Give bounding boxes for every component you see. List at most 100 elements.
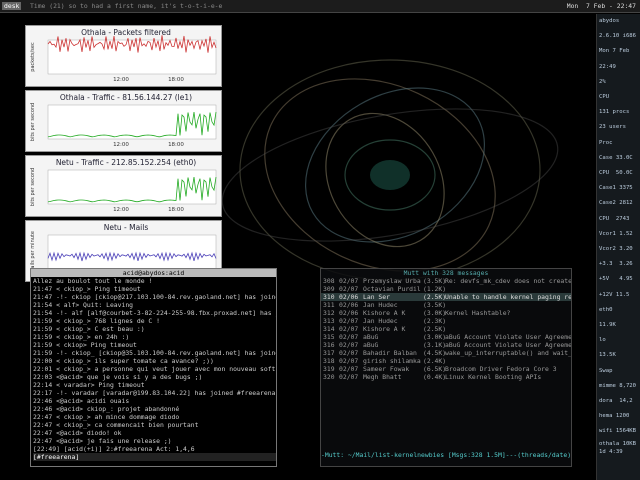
graph-trace [47, 112, 217, 138]
message-row[interactable]: 311 02/06 Jan Hudec (3.5K) [321, 301, 571, 309]
desk-button[interactable]: desk [2, 2, 22, 10]
irc-line: 22:46 <@acid> acidi ouais [33, 397, 130, 405]
plot-area [47, 169, 217, 205]
irc-line: 21:59 < ckiop_> C est beau :) [33, 325, 145, 333]
x-tick-label: 12:00 [113, 142, 129, 148]
message-row[interactable]: 315 02/07 aBuG (3.0K) aBuG Account Violate U… [321, 333, 571, 341]
x-tick-label: 12:00 [113, 207, 129, 213]
irc-line: 21:59 < ckiop_> en 24h :) [33, 333, 130, 341]
message-cell: (3.0K) [423, 333, 447, 341]
y-label: packets/sec [30, 42, 36, 72]
graph-trace [47, 35, 217, 53]
message-cell: 02/07 [339, 277, 359, 285]
clock: Mon 7 Feb - 22:47 [566, 2, 636, 10]
message-cell: (3.5K) [423, 301, 447, 309]
message-cell: 311 [323, 301, 335, 309]
message-cell: 309 [323, 285, 335, 293]
message-row[interactable]: 308 02/07 Przemyslaw Urba (3.5K) Re: devfs_m… [321, 277, 571, 285]
message-cell: Unable to handle kernel paging request. [445, 293, 571, 301]
irc-line: Allez au boulot tout le monde ! [33, 277, 153, 285]
message-cell: (0.4K) [423, 373, 447, 381]
message-cell: 314 [323, 325, 335, 333]
message-cell: 02/07 [339, 349, 359, 357]
message-cell: 312 [323, 309, 335, 317]
terminal-title: acid@abydos:acid [31, 269, 276, 277]
graph-panel: Othala - Traffic - 81.56.144.27 (le1) bit… [25, 90, 222, 152]
window-title: Time (21) so to had a first name, it's t… [30, 2, 223, 10]
irc-line: 21:59 < ckiop> Ping timeout [33, 341, 137, 349]
message-cell: (3.1K) [423, 341, 447, 349]
monitor-line: 131 procs [599, 109, 630, 116]
irc-line: 22:01 < ckiop_> a personne qui veut joue… [33, 365, 276, 373]
graph-panel: Othala - Packets filtered packets/sec 12:0… [25, 25, 222, 87]
message-cell: (1.2K) [423, 285, 447, 293]
message-cell: Kishore A K [363, 325, 406, 333]
monitor-footer: othala 10KB [599, 440, 637, 447]
y-label: Mails per minute [30, 231, 36, 273]
message-cell: 310 [323, 293, 335, 301]
irc-line: 22:17 -!- varadar [varadar@199.83.104.22… [33, 389, 276, 397]
monitor-line: 13.5K [599, 352, 616, 359]
message-row[interactable]: 313 02/07 Jan Hudec (2.3K) [321, 317, 571, 325]
message-cell: Lan Ser [363, 293, 390, 301]
terminal-body: Allez au boulot tout le monde ! 21:47 < c… [31, 277, 276, 461]
message-row[interactable]: 310 02/06 Lan Ser (2.5K) Unable to handle ke… [321, 293, 571, 301]
monitor-line: Case2 2812 [599, 200, 633, 207]
irc-line: 22:47 < ckiop_> ah mince dommage diodo [33, 413, 180, 421]
message-row[interactable]: 318 02/07 girish shilamka (2.4K) [321, 357, 571, 365]
message-cell: Jan Hudec [363, 317, 398, 325]
terminal[interactable]: acid@abydos:acid Allez au boulot tout le… [30, 268, 277, 467]
message-cell: girish shilamka [363, 357, 421, 365]
monitor-line: Case1 3375 [599, 185, 633, 192]
monitor-line: eth0 [599, 306, 613, 313]
monitor-line: Case 33.0C [599, 154, 633, 161]
message-cell: Bahadir Balban [363, 349, 417, 357]
message-row[interactable]: 319 02/07 Sameer Fowak (6.5K) Broadcom Drive… [321, 365, 571, 373]
message-cell: 02/06 [339, 293, 359, 301]
monitor-line: 2% [599, 78, 606, 85]
graph-title: Othala - Packets filtered [81, 28, 171, 37]
message-cell: 02/07 [339, 357, 359, 365]
mutt-title: Mutt with 328 messages [403, 269, 489, 277]
message-cell: 02/07 [339, 373, 359, 381]
irc-line: 21:54 -!- alf [alf@courbet-3-82-224-255-… [33, 309, 276, 317]
message-row[interactable]: 320 02/07 Megh Bhatt (0.4K) Linux Kernel Boo… [321, 373, 571, 381]
message-cell: Re: devfs_mk_cdev does not create /de [445, 277, 571, 285]
message-cell: (3.5K) [423, 277, 447, 285]
message-row[interactable]: 316 02/07 aBuG (3.1K) aBuG Account Violate U… [321, 341, 571, 349]
irc-line: 21:47 -!- ckiop [ckiop@217.103.100-84.re… [33, 293, 276, 301]
monitor-line: lo [599, 337, 606, 344]
irc-line: 22:47 <@acid> diodo! ok [33, 429, 122, 437]
message-cell: (3.0K) [423, 309, 447, 317]
message-cell: aBuG Account Violate User Agreement [445, 341, 571, 349]
message-row[interactable]: 314 02/07 Kishore A K (2.5K) [321, 325, 571, 333]
message-cell: (2.3K) [423, 317, 447, 325]
graph-panel: Netu - Traffic - 212.85.152.254 (eth0) bi… [25, 155, 222, 217]
y-label: bits per second [30, 168, 36, 206]
message-cell: 02/07 [339, 325, 359, 333]
gkrellm: abydos 2.6.10 i686 Mon 7 Feb 22:49 2% CPU 131 … [596, 14, 640, 480]
graph-title: Netu - Mails [104, 223, 149, 232]
mutt[interactable]: Mutt with 328 messages 308 02/07 Przemysla… [320, 268, 572, 467]
message-row[interactable]: 317 02/07 Bahadir Balban (4.5K) wake_up_inte… [321, 349, 571, 357]
message-cell: (2.5K) [423, 293, 447, 301]
monitor-line: CPU 50.0C [599, 170, 633, 177]
message-cell: 308 [323, 277, 335, 285]
monitor-line: CPU [599, 94, 610, 101]
message-cell: 02/07 [339, 365, 359, 373]
monitor-line: 23 users [599, 124, 626, 131]
message-row[interactable]: 309 02/07 Octavian Purdil (1.2K) [321, 285, 571, 293]
message-row[interactable]: 312 02/06 Kishore A K (3.0K) Kernel Hashtabl… [321, 309, 571, 317]
irc-line: 21:59 -!- ckiop_ [ckiop@35.103.100-84.re… [33, 349, 276, 357]
message-cell: aBuG Account Violate User Agreement [445, 333, 571, 341]
monitor-line: hema 1200 [599, 413, 630, 420]
message-cell: 02/07 [339, 341, 359, 349]
message-cell: 02/07 [339, 285, 359, 293]
irc-line: 21:54 < alf> Quit: Leaving [33, 301, 134, 309]
monitor-line: Proc [599, 139, 613, 146]
monitor-footer: 1d 4:39 [599, 448, 623, 455]
graph-title: Netu - Traffic - 212.85.152.254 (eth0) [56, 158, 196, 167]
irc-line: 21:59 < ckiop_> 768 lignes de C ! [33, 317, 160, 325]
